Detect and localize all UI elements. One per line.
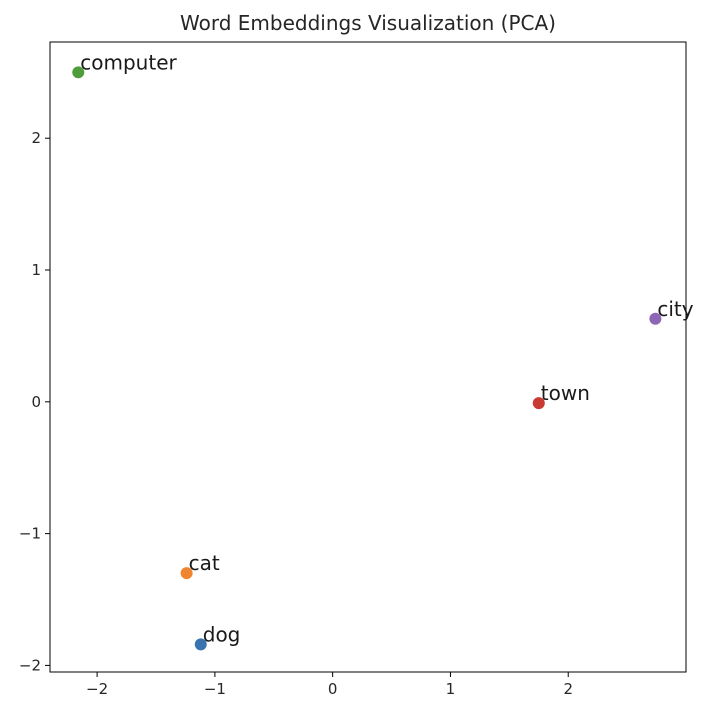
y-tick-label: 1 [31,261,41,279]
x-tick-label: −1 [204,680,226,698]
data-point-dog [194,638,207,651]
point-label-town: town [541,381,590,405]
data-point-computer [72,66,85,79]
data-point-cat [180,567,193,580]
point-label-city: city [657,297,693,321]
x-tick-label: −2 [86,680,108,698]
point-label-dog: dog [203,622,241,646]
x-tick-label: 0 [328,680,338,698]
plot-area: −2 −1 0 1 2 −2 −1 0 1 2 dog cat computer town city [19,41,694,698]
data-point-city [649,312,662,325]
y-tick-label: −1 [19,525,41,543]
x-tick-label: 1 [446,680,456,698]
y-tick-label: −2 [19,656,41,674]
axes-frame [49,41,687,673]
point-label-computer: computer [80,50,177,74]
y-tick-label: 0 [31,393,41,411]
y-tick-label: 2 [31,129,41,147]
chart-title: Word Embeddings Visualization (PCA) [180,11,556,35]
x-tick-label: 2 [563,680,573,698]
data-point-town [532,397,545,410]
point-label-cat: cat [189,551,220,575]
